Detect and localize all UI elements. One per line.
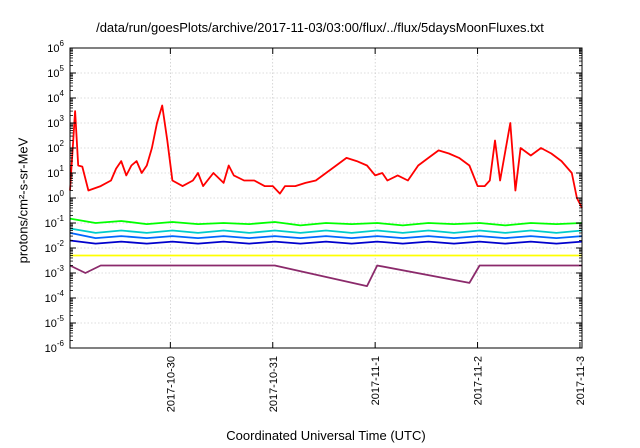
y-tick-label: 10-5 [45, 314, 65, 330]
x-tick-label: 2017-10-30 [165, 356, 177, 412]
x-tick-label: 2017-11-1 [370, 356, 382, 405]
chart-title: /data/run/goesPlots/archive/2017-11-03/0… [96, 20, 544, 35]
y-tick-label: 10-6 [45, 339, 65, 355]
y-tick-label: 10-2 [45, 239, 65, 255]
x-axis-label: Coordinated Universal Time (UTC) [226, 428, 426, 443]
grid-lines [70, 47, 582, 349]
series-layer [69, 104, 583, 287]
series-line-4 [69, 239, 583, 245]
y-tick-label: 104 [47, 89, 64, 105]
series-line-6 [69, 264, 582, 287]
y-tick-label: 10-3 [45, 264, 65, 280]
x-axis-ticks: 2017-10-30 2017-10-31 2017-11-1 2017-11-2 20… [165, 48, 587, 412]
y-tick-label: 101 [47, 164, 64, 180]
y-tick-label: 10-4 [45, 289, 65, 305]
series-line-1 [69, 217, 583, 227]
y-tick-label: 10-1 [45, 214, 65, 230]
y-tick-label: 100 [47, 189, 64, 205]
y-axis-ticks: 10-6 10-5 10-4 10-3 10-2 10-1 100 101 102 103 104 1… [45, 39, 582, 355]
y-axis-label: protons/cm²-s-sr-MeV [15, 137, 31, 264]
x-tick-label: 2017-10-31 [268, 356, 280, 412]
series-line-2 [69, 227, 583, 234]
y-tick-label: 103 [47, 114, 64, 130]
y-tick-label: 106 [47, 39, 64, 55]
y-tick-label: 102 [47, 139, 64, 155]
x-tick-label: 2017-11-3 [575, 356, 587, 405]
x-tick-label: 2017-11-2 [473, 356, 485, 405]
y-tick-label: 105 [47, 64, 64, 80]
series-line-3 [69, 232, 583, 239]
series-line-0 [69, 104, 583, 209]
